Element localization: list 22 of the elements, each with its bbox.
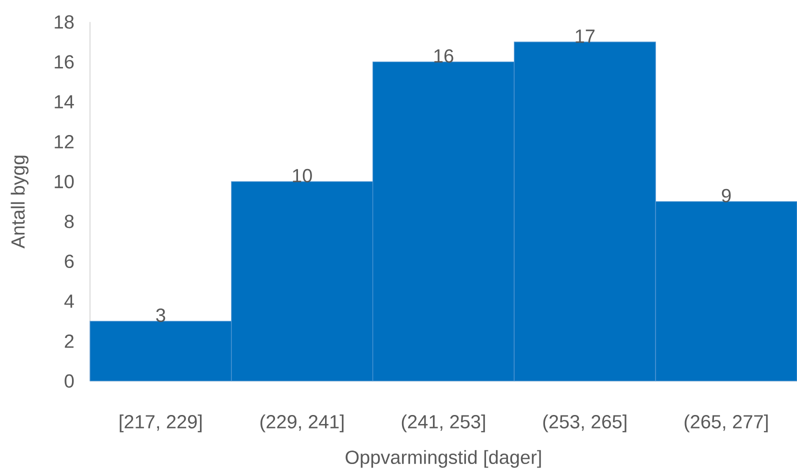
data-label: 9 [722, 188, 731, 202]
x-tick-label: (241, 253] [402, 414, 485, 432]
y-tick-label: 18 [54, 15, 74, 29]
y-tick-label: 6 [64, 254, 74, 268]
data-label: 3 [156, 308, 166, 322]
x-axis-title: Oppvarmingstid [dager] [346, 450, 541, 468]
x-tick-label: (229, 241] [260, 414, 344, 432]
data-label: 10 [292, 168, 312, 182]
x-tick-label: (265, 277] [684, 414, 768, 432]
y-axis-title: Antall bygg [10, 156, 28, 248]
y-tick-label: 10 [54, 174, 74, 188]
x-tick-label: (253, 265] [543, 414, 626, 432]
data-label: 16 [434, 49, 454, 63]
x-tick-label: [217, 229] [120, 414, 202, 432]
y-tick-label: 0 [64, 374, 74, 388]
y-tick-label: 4 [64, 294, 74, 308]
y-tick-label: 2 [64, 334, 74, 348]
y-tick-label: 16 [54, 55, 74, 69]
data-label: 17 [576, 30, 595, 43]
y-tick-label: 8 [64, 214, 74, 228]
y-tick-label: 12 [54, 135, 74, 148]
y-tick-label: 14 [54, 95, 74, 108]
